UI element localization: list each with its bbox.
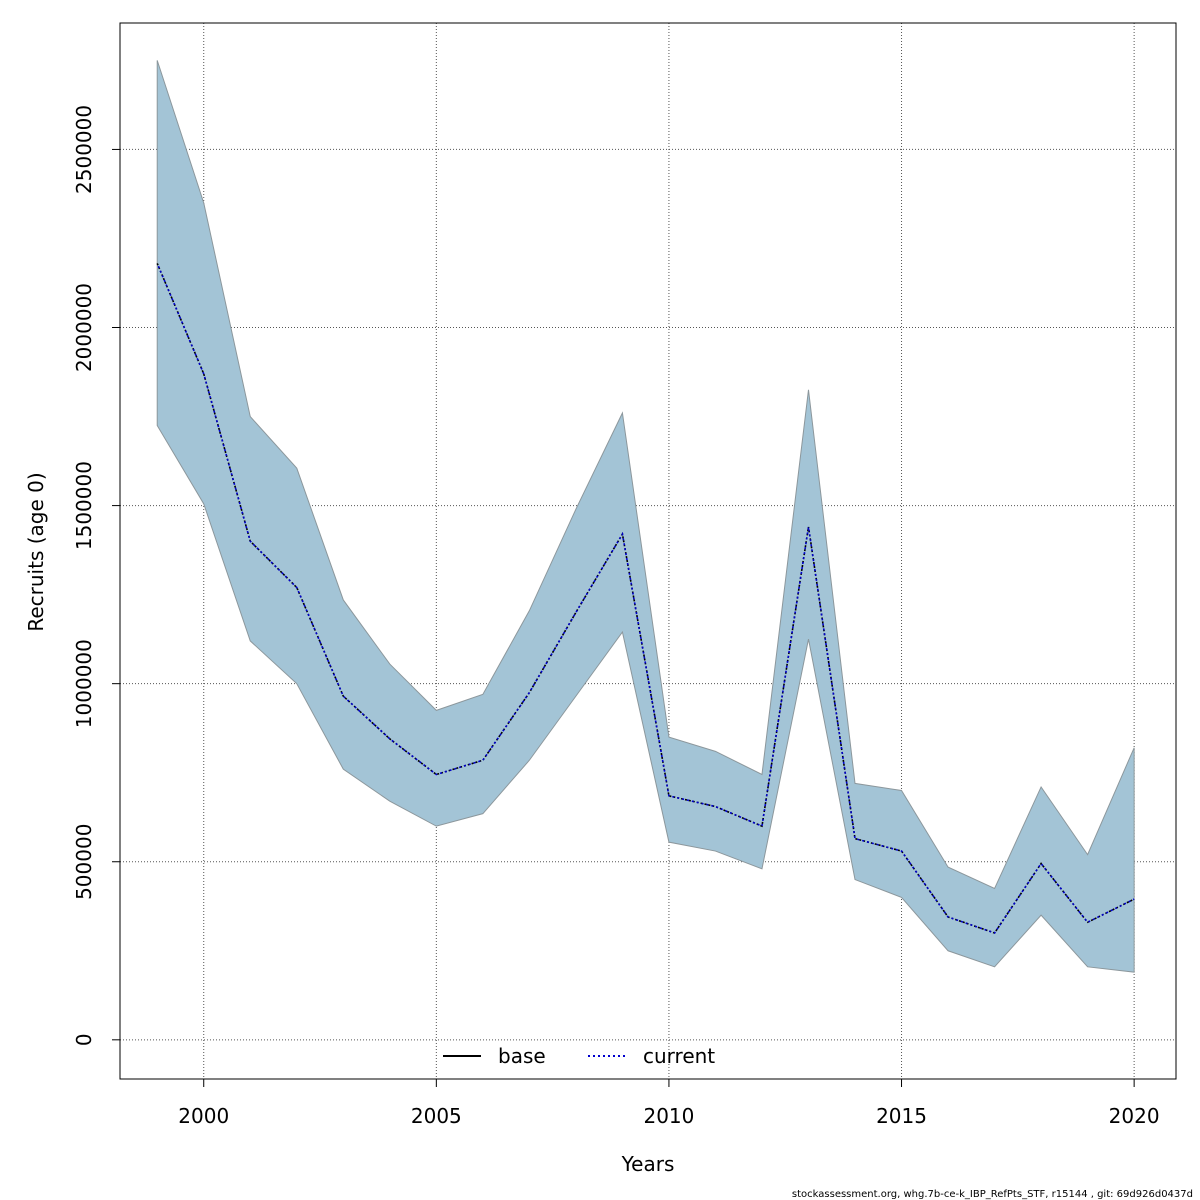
y-tick-label: 0 — [72, 1033, 96, 1046]
plot-frame — [119, 22, 1177, 1080]
x-axis-ticks: 2000 2005 2010 2015 2020 — [178, 1079, 1160, 1128]
y-tick-label: 500000 — [72, 824, 96, 900]
x-tick-label: 2015 — [876, 1104, 927, 1128]
series-line-current — [156, 263, 1135, 934]
legend: base current — [443, 1044, 715, 1068]
y-tick-label: 2500000 — [72, 105, 96, 194]
y-tick-label: 2000000 — [72, 283, 96, 372]
confidence-band — [156, 60, 1135, 973]
x-tick-label: 2020 — [1109, 1104, 1160, 1128]
legend-label-current: current — [643, 1044, 715, 1068]
x-tick-label: 2000 — [178, 1104, 229, 1128]
footer-source-text: stockassessment.org, whg.7b-ce-k_IBP_Ref… — [792, 1189, 1193, 1200]
y-tick-label: 1000000 — [72, 639, 96, 728]
y-axis-title: Recruits (age 0) — [24, 472, 48, 631]
x-axis-title: Years — [621, 1152, 675, 1176]
x-tick-label: 2005 — [411, 1104, 462, 1128]
y-tick-label: 1500000 — [72, 461, 96, 550]
x-tick-label: 2010 — [643, 1104, 694, 1128]
legend-label-base: base — [498, 1044, 546, 1068]
y-axis-ticks: 0 500000 1000000 1500000 2000000 2500000 — [72, 105, 120, 1046]
